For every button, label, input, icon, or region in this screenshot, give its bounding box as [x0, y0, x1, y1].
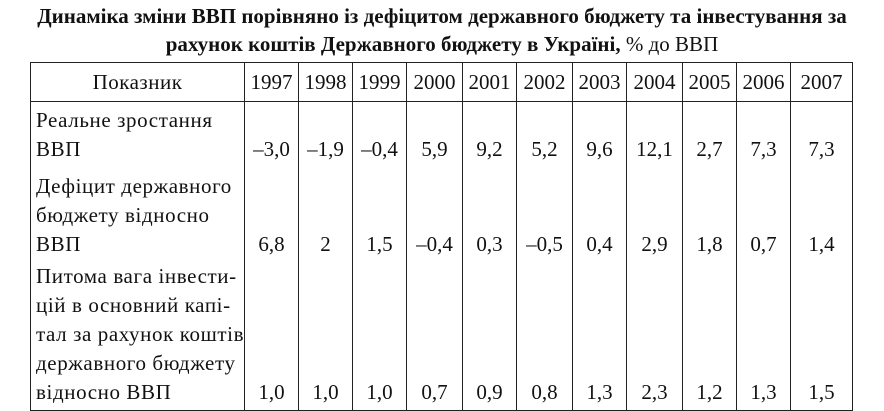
row-label-line: бюджету відносно: [36, 203, 210, 227]
table-cell: 5,9: [406, 101, 463, 167]
caption-line-2: рахунок коштів Державного бюджету в Укра…: [0, 30, 884, 58]
row-label-line: Реальне зростання: [36, 108, 213, 132]
table-cell: 5,2: [516, 101, 573, 167]
caption-line-2-main: рахунок коштів Державного бюджету в Укра…: [165, 32, 621, 56]
table-cell: –1,9: [298, 101, 353, 167]
header-year: 2003: [572, 62, 627, 102]
header-row: Показник 1997 1998 1999 2000 2001 2002 2…: [30, 62, 853, 102]
table-cell: 1,5: [352, 167, 407, 262]
caption-line-1: Динаміка зміни ВВП порівняно із дефіцито…: [37, 4, 847, 28]
table-cell: –0,4: [406, 167, 463, 262]
header-year: 2001: [462, 62, 517, 102]
table-row: Реальне зростання ВВП –3,0 –1,9 –0,4 5,9…: [30, 101, 853, 167]
table-cell: 1,4: [790, 167, 853, 262]
table-row: Питома вага інвести- цій в основний капі…: [30, 262, 853, 411]
table-cell: 1,0: [244, 262, 299, 411]
header-year: 2002: [516, 62, 573, 102]
table-cell: 7,3: [790, 101, 853, 167]
row-label-line: ВВП: [36, 137, 81, 161]
header-year: 2005: [682, 62, 737, 102]
row-label: Реальне зростання ВВП: [30, 101, 245, 167]
table-cell: 0,4: [572, 167, 627, 262]
table-cell: 0,8: [516, 262, 573, 411]
row-label-line: державного бюджету: [36, 351, 236, 375]
table-cell: 1,3: [736, 262, 791, 411]
table-cell: 0,7: [736, 167, 791, 262]
table-cell: 9,6: [572, 101, 627, 167]
table-caption: Динаміка зміни ВВП порівняно із дефіцито…: [0, 2, 884, 58]
table-cell: 1,3: [572, 262, 627, 411]
table-cell: 7,3: [736, 101, 791, 167]
table-cell: 1,0: [298, 262, 353, 411]
row-label-line: Дефіцит державного: [36, 174, 232, 198]
table-cell: 0,7: [406, 262, 463, 411]
table-cell: 9,2: [462, 101, 517, 167]
table-cell: 1,5: [790, 262, 853, 411]
table-cell: 0,9: [462, 262, 517, 411]
table-cell: 12,1: [626, 101, 683, 167]
table-cell: –0,5: [516, 167, 573, 262]
row-label-line: тал за рахунок коштів: [36, 322, 245, 346]
header-year: 2006: [736, 62, 791, 102]
row-label-line: відносно ВВП: [36, 380, 172, 404]
table-cell: 6,8: [244, 167, 299, 262]
table-cell: 2: [298, 167, 353, 262]
table-cell: 2,7: [682, 101, 737, 167]
table-cell: 2,3: [626, 262, 683, 411]
table-cell: 2,9: [626, 167, 683, 262]
row-label-line: ВВП: [36, 232, 81, 256]
header-year: 2000: [406, 62, 463, 102]
caption-units: % до ВВП: [625, 32, 719, 56]
header-year: 1999: [352, 62, 407, 102]
table-cell: 1,0: [352, 262, 407, 411]
header-year: 2004: [626, 62, 683, 102]
gdp-dynamics-table: Показник 1997 1998 1999 2000 2001 2002 2…: [30, 62, 853, 411]
header-indicator: Показник: [30, 62, 245, 102]
table-cell: 1,2: [682, 262, 737, 411]
header-year: 2007: [790, 62, 853, 102]
table-cell: –3,0: [244, 101, 299, 167]
header-year: 1997: [244, 62, 299, 102]
table-cell: 1,8: [682, 167, 737, 262]
table-cell: –0,4: [352, 101, 407, 167]
row-label-line: Питома вага інвести-: [36, 264, 237, 288]
header-year: 1998: [298, 62, 353, 102]
table-cell: 0,3: [462, 167, 517, 262]
row-label: Дефіцит державного бюджету відносно ВВП: [30, 167, 245, 262]
table-row: Дефіцит державного бюджету відносно ВВП …: [30, 167, 853, 262]
row-label-line: цій в основний капі-: [36, 293, 231, 317]
row-label: Питома вага інвести- цій в основний капі…: [30, 262, 245, 411]
